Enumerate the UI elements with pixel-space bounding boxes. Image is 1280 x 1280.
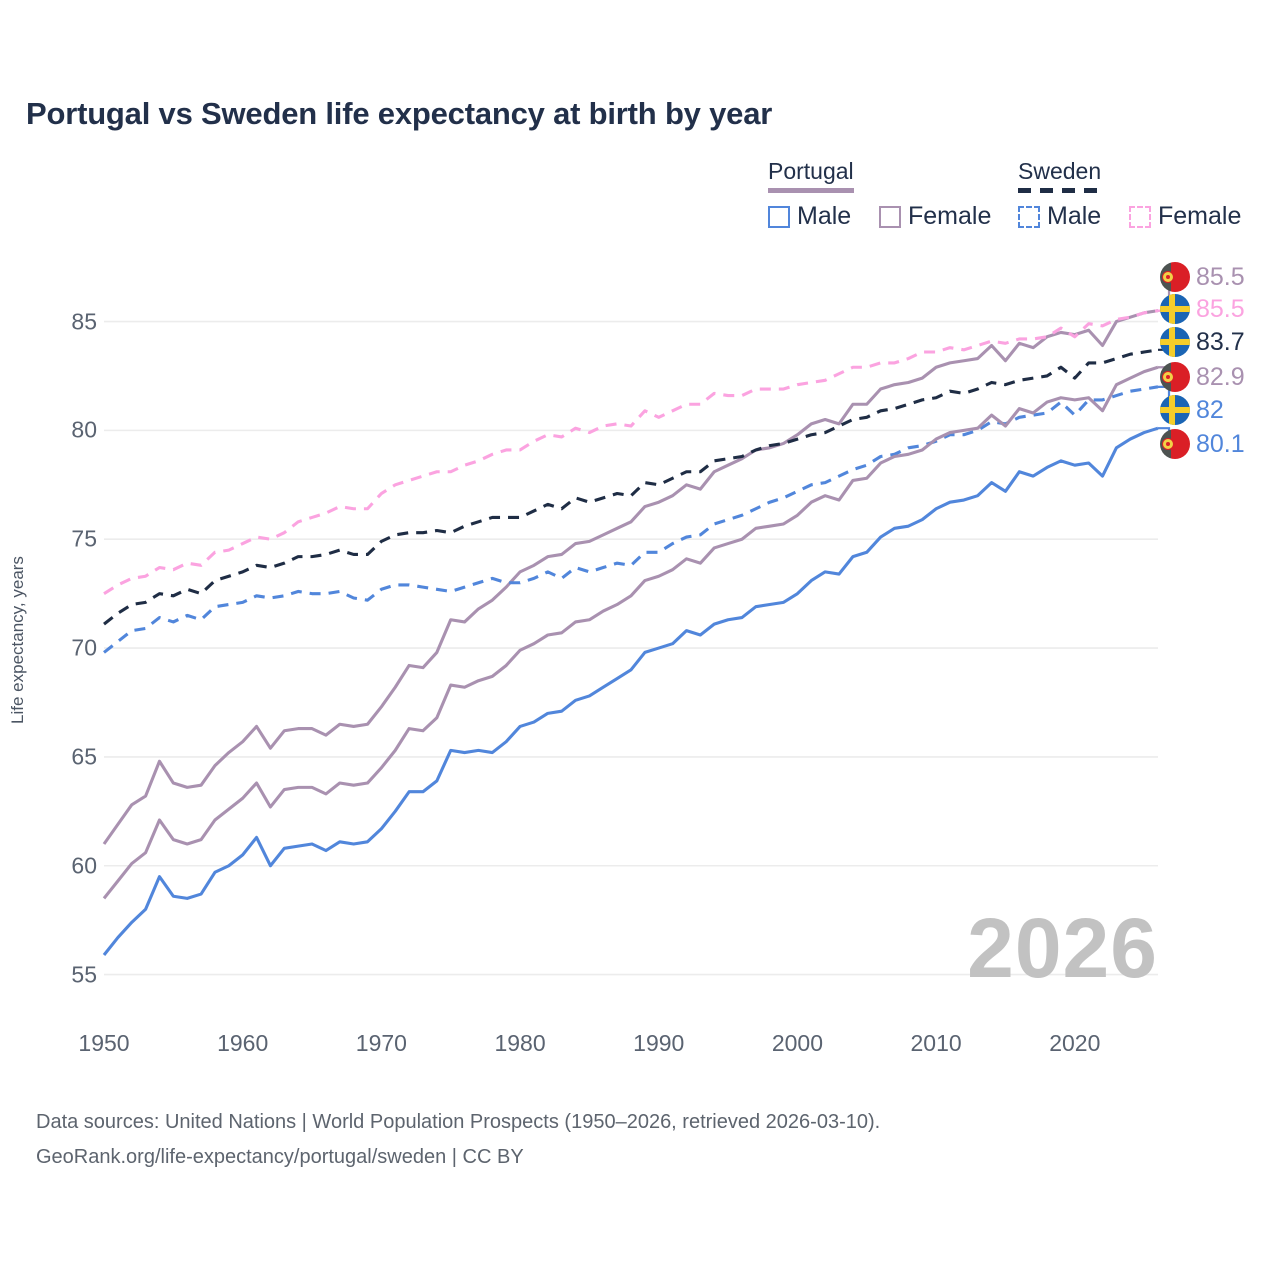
sweden-flag-icon (1160, 327, 1190, 357)
legend-label-sweden-male: Male (1047, 202, 1102, 230)
x-axis-tick: 2000 (771, 1030, 823, 1056)
series-end-value: 82 (1196, 395, 1224, 424)
series-end-label: 82.9 (1160, 360, 1245, 394)
y-axis-tick: 85 (71, 308, 97, 335)
legend-group-portugal-label: Portugal (768, 158, 854, 184)
legend-item-portugal-male[interactable]: Male (768, 202, 851, 231)
legend-label-sweden-female: Female (1158, 202, 1242, 230)
legend-swatch-portugal-male-icon (768, 205, 790, 228)
series-end-value: 83.7 (1196, 327, 1245, 356)
nordic-cross-horizontal (1160, 306, 1190, 312)
chart-plot-area: Life expectancy, years 2026 (0, 240, 1280, 1030)
armillary-sphere-icon (1162, 438, 1175, 450)
series-end-labels: 85.5 85.5 83.7 82.9 82 80.1 (1160, 250, 1280, 480)
series-end-label: 82 (1160, 393, 1224, 427)
legend-group-sweden-rule (1018, 188, 1102, 193)
footer-credits: Data sources: United Nations | World Pop… (36, 1105, 880, 1175)
sweden-flag-icon (1160, 395, 1190, 425)
footer-line-2: GeoRank.org/life-expectancy/portugal/swe… (36, 1146, 524, 1168)
series-line (102, 426, 1159, 956)
legend-item-portugal-female[interactable]: Female (879, 202, 991, 231)
x-axis-tick: 2010 (910, 1030, 962, 1056)
footer-line-1: Data sources: United Nations | World Pop… (36, 1111, 881, 1133)
legend-group-portugal-rule (768, 188, 854, 193)
series-end-label: 85.5 (1160, 292, 1245, 326)
x-axis-tick: 1990 (633, 1030, 685, 1056)
legend-group-sweden: Sweden (1018, 158, 1102, 198)
x-axis-tick: 1980 (494, 1030, 546, 1056)
legend-item-sweden-male[interactable]: Male (1018, 202, 1101, 231)
legend-group-portugal: Portugal (768, 158, 854, 198)
x-axis-tick: 1970 (355, 1030, 407, 1056)
sweden-flag-icon (1160, 294, 1190, 324)
series-end-label: 85.5 (1160, 260, 1245, 294)
legend-swatch-portugal-female-icon (879, 205, 901, 228)
portugal-flag-icon (1160, 429, 1190, 459)
y-axis-tick: 80 (71, 416, 97, 443)
x-axis-tick: 2020 (1049, 1030, 1101, 1056)
y-axis-tick: 65 (71, 743, 97, 770)
y-axis-label: Life expectancy, years (8, 556, 27, 724)
portugal-flag-icon (1160, 362, 1190, 392)
series-line (103, 385, 1159, 654)
y-axis-tick: 60 (71, 852, 97, 879)
legend-group-sweden-label: Sweden (1018, 158, 1102, 184)
series-line (103, 309, 1159, 595)
nordic-cross-horizontal (1160, 407, 1190, 413)
series-end-label: 80.1 (1160, 427, 1245, 461)
x-axis-tick: 1950 (78, 1030, 130, 1056)
series-end-value: 85.5 (1196, 294, 1245, 323)
armillary-sphere-icon (1162, 271, 1175, 283)
armillary-sphere-icon (1162, 371, 1175, 383)
chart-legend: Portugal Sweden Male Female Male Female (760, 158, 1260, 244)
portugal-flag-icon (1160, 262, 1190, 292)
series-line (103, 348, 1159, 626)
series-end-value: 80.1 (1196, 429, 1245, 458)
chart-svg (102, 275, 1180, 976)
y-axis-tick: 55 (71, 961, 97, 988)
legend-label-portugal-male: Male (797, 202, 852, 230)
x-axis-tick: 1960 (217, 1030, 269, 1056)
series-line (102, 365, 1159, 900)
y-axis-tick: 70 (71, 634, 97, 661)
y-axis-tick: 75 (71, 525, 97, 552)
legend-swatch-sweden-male-icon (1018, 205, 1040, 228)
year-watermark: 2026 (967, 901, 1158, 995)
nordic-cross-horizontal (1160, 339, 1190, 345)
legend-label-portugal-female: Female (908, 202, 992, 230)
series-end-value: 82.9 (1196, 362, 1245, 391)
series-end-label: 83.7 (1160, 325, 1245, 359)
legend-item-sweden-female[interactable]: Female (1129, 202, 1241, 231)
series-end-value: 85.5 (1196, 262, 1245, 291)
page-title: Portugal vs Sweden life expectancy at bi… (26, 96, 773, 131)
series-line (102, 309, 1159, 845)
legend-swatch-sweden-female-icon (1129, 205, 1151, 228)
